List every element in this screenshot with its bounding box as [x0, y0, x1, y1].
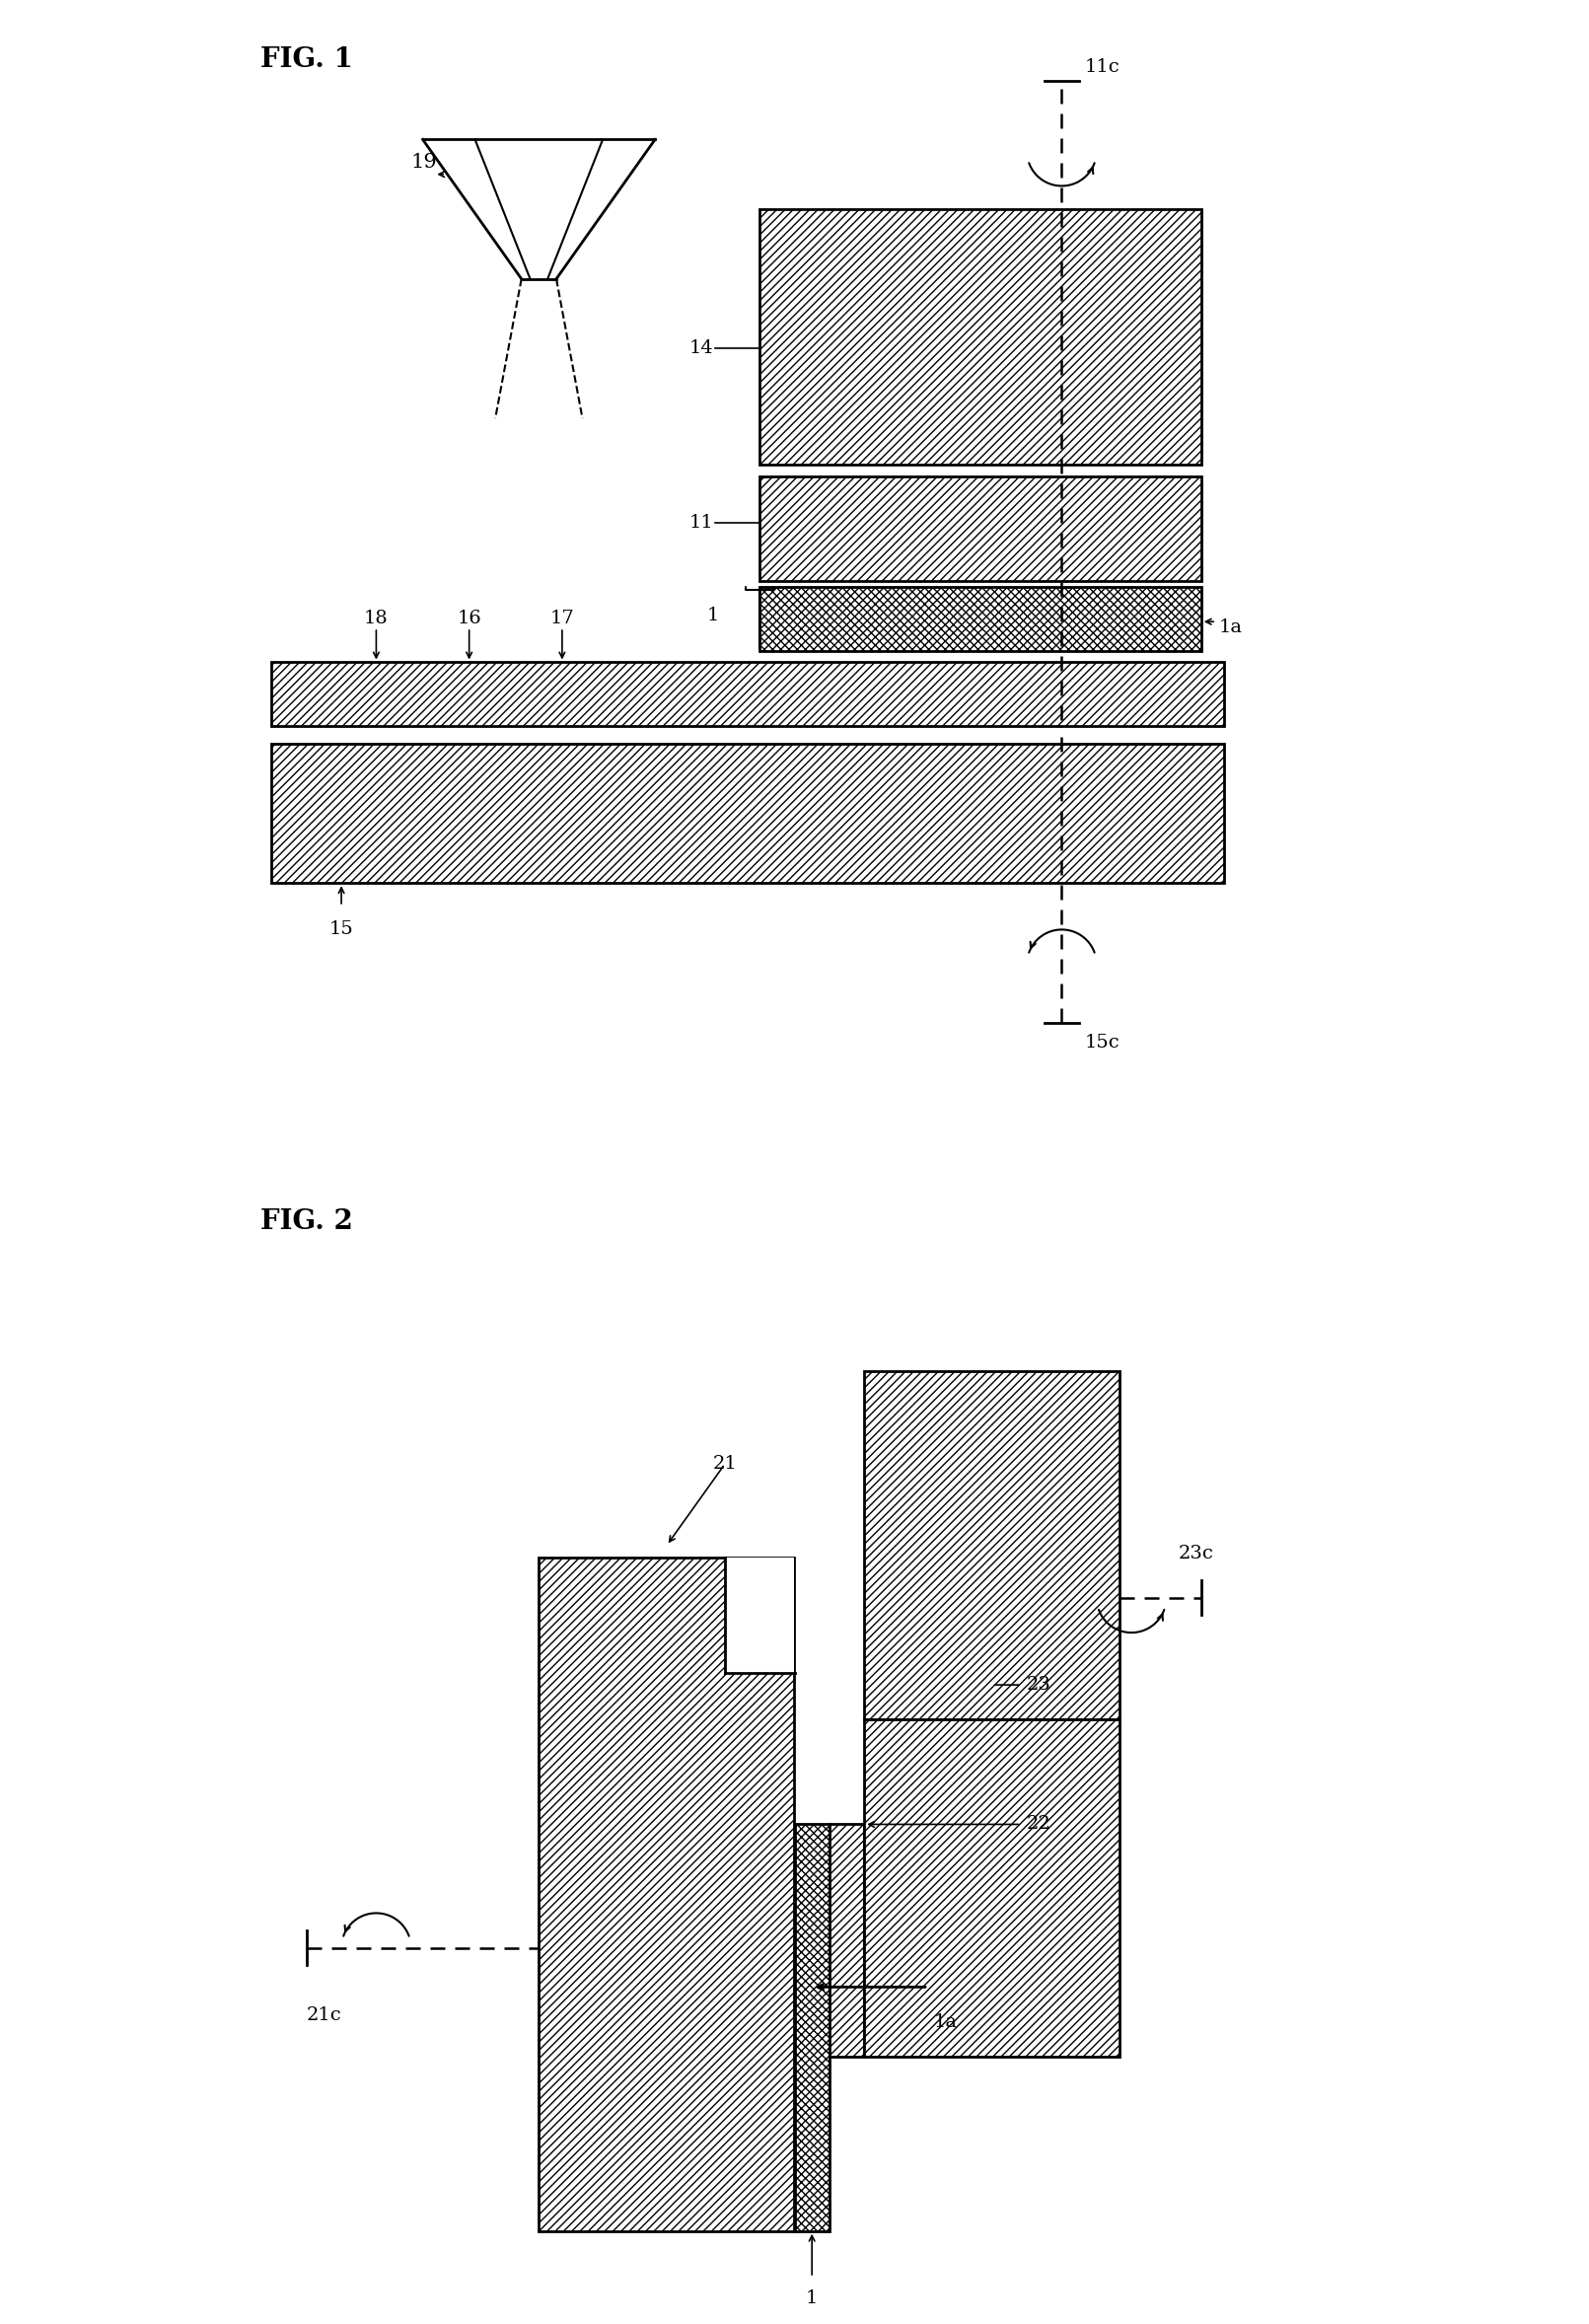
- Text: 14: 14: [688, 339, 713, 358]
- Text: 1a: 1a: [934, 2013, 958, 2031]
- Text: 1: 1: [806, 2289, 818, 2308]
- Text: 1a: 1a: [1219, 618, 1243, 637]
- Text: 15: 15: [329, 920, 354, 939]
- Text: 23c: 23c: [1177, 1545, 1214, 1564]
- Bar: [760, 209, 1201, 465]
- Text: 16: 16: [458, 609, 481, 627]
- Bar: [539, 1557, 794, 2231]
- Text: 15c: 15c: [1085, 1034, 1120, 1053]
- Bar: [794, 1824, 829, 2231]
- Bar: [272, 744, 1225, 883]
- Text: 17: 17: [550, 609, 574, 627]
- Text: 18: 18: [364, 609, 388, 627]
- Text: 11c: 11c: [1085, 58, 1120, 77]
- Text: FIG. 1: FIG. 1: [261, 46, 353, 72]
- Bar: [760, 476, 1201, 581]
- Text: 11: 11: [688, 514, 713, 532]
- Text: FIG. 2: FIG. 2: [261, 1208, 353, 1234]
- Bar: [864, 1371, 1120, 1720]
- Bar: [760, 588, 1201, 651]
- Text: 23: 23: [1026, 1676, 1052, 1694]
- Text: 22: 22: [1026, 1815, 1052, 1834]
- Text: 21c: 21c: [307, 2006, 342, 2024]
- Text: 21: 21: [713, 1455, 737, 1473]
- Bar: [829, 1824, 864, 2057]
- Bar: [272, 662, 1225, 725]
- Text: 1: 1: [707, 607, 718, 625]
- Bar: [864, 1720, 1120, 2057]
- Bar: [725, 1557, 794, 1673]
- Text: 19: 19: [412, 153, 437, 172]
